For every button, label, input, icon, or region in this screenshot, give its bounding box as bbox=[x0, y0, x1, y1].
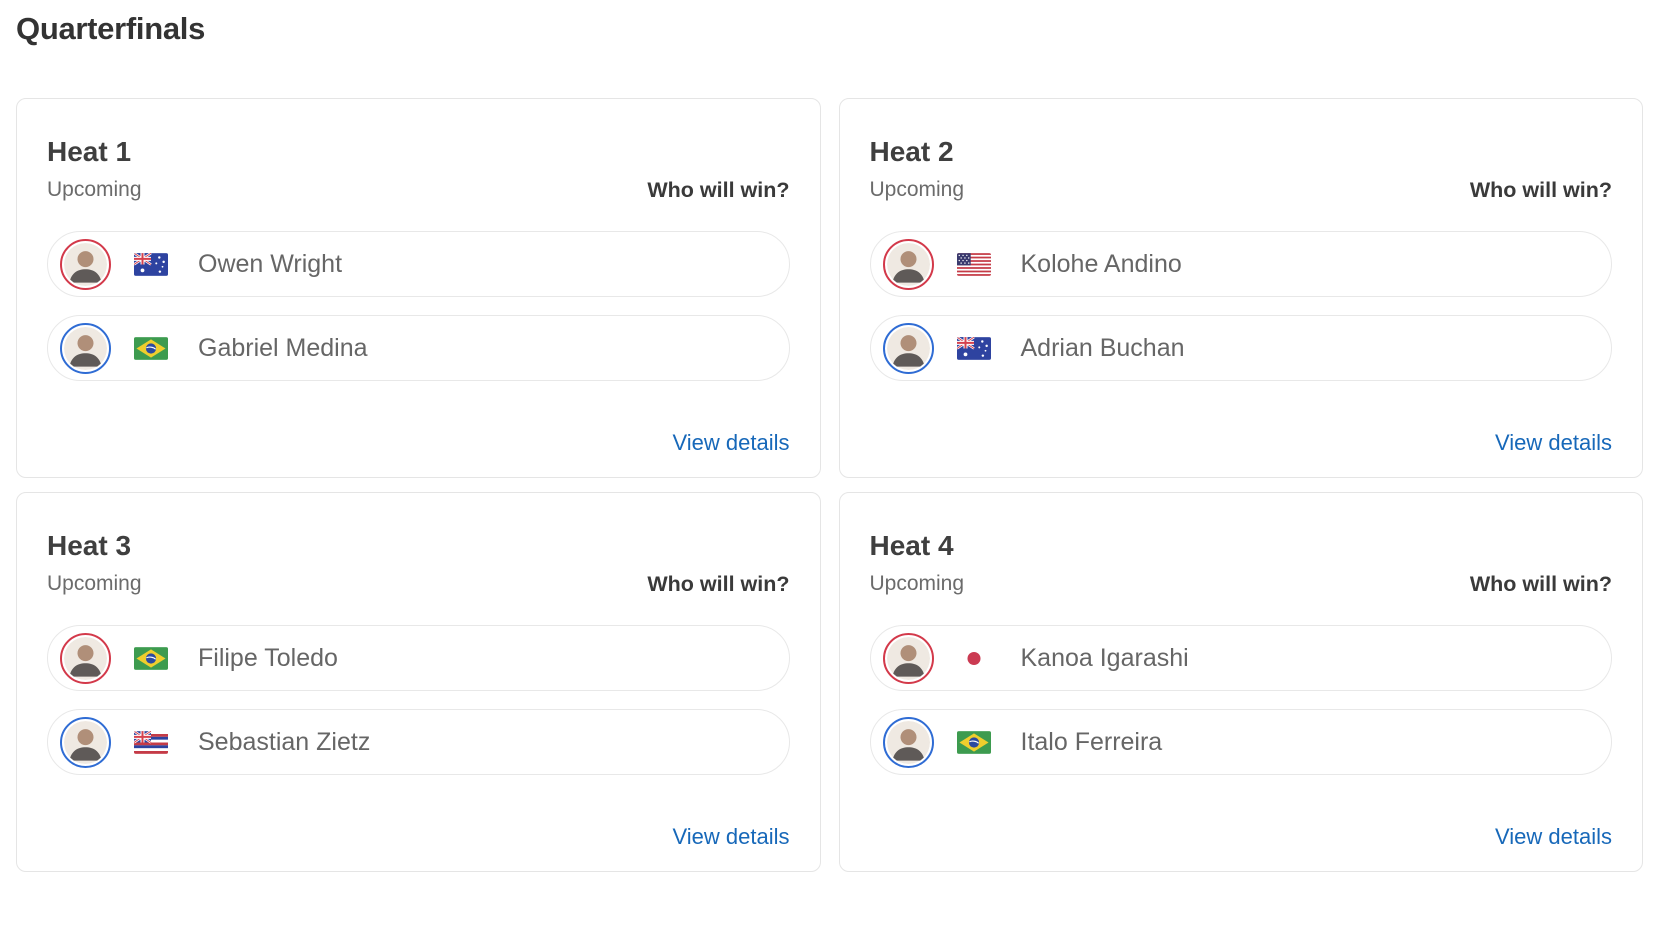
player-avatar bbox=[60, 632, 111, 684]
view-details-link[interactable]: View details bbox=[672, 430, 790, 455]
player-option[interactable]: Owen Wright bbox=[47, 231, 790, 297]
player-avatar bbox=[882, 632, 934, 684]
card-footer: View details bbox=[870, 407, 1612, 457]
player-avatar bbox=[882, 238, 934, 290]
japan-flag-icon bbox=[956, 646, 991, 670]
heat-status: Upcoming bbox=[47, 178, 142, 201]
heat-question: Who will win? bbox=[1469, 178, 1612, 202]
heat-title: Heat 2 bbox=[869, 136, 954, 167]
player-avatar bbox=[882, 322, 934, 374]
view-details-link[interactable]: View details bbox=[672, 824, 790, 849]
player-option[interactable]: Kolohe Andino bbox=[869, 231, 1612, 297]
hawaii-flag-icon bbox=[134, 731, 168, 754]
view-details-link[interactable]: View details bbox=[1495, 430, 1612, 455]
australia-flag-icon bbox=[134, 253, 168, 276]
heat-card-1: Heat 1 Upcoming Who will win? Owen Wrigh… bbox=[16, 98, 821, 478]
quarterfinals-page: Quarterfinals Heat 1 Upcoming Who will w… bbox=[0, 10, 1658, 946]
heats-grid: Heat 1 Upcoming Who will win? Owen Wrigh… bbox=[16, 98, 1643, 872]
player-name: Kanoa Igarashi bbox=[1020, 644, 1189, 672]
player-option[interactable]: Italo Ferreira bbox=[869, 709, 1612, 775]
players-list: Kanoa Igarashi Italo Ferreira bbox=[869, 625, 1612, 775]
brazil-flag-icon bbox=[134, 646, 168, 670]
brazil-flag-icon bbox=[134, 336, 168, 360]
heat-header: Heat 1 Upcoming Who will win? bbox=[47, 135, 790, 203]
heat-header: Heat 4 Upcoming Who will win? bbox=[870, 529, 1613, 597]
page-title: Quarterfinals bbox=[16, 11, 206, 46]
heat-question: Who will win? bbox=[647, 572, 790, 596]
heat-card-4: Heat 4 Upcoming Who will win? Kanoa Igar… bbox=[838, 492, 1643, 872]
heat-question: Who will win? bbox=[1469, 572, 1612, 596]
player-option[interactable]: Sebastian Zietz bbox=[47, 709, 790, 775]
player-avatar bbox=[60, 716, 111, 768]
players-list: Owen Wright Gabriel Medina bbox=[47, 231, 790, 381]
heat-header: Heat 2 Upcoming Who will win? bbox=[870, 135, 1613, 203]
players-list: Filipe Toledo Sebastian Zietz bbox=[47, 625, 790, 775]
heat-header: Heat 3 Upcoming Who will win? bbox=[47, 529, 790, 597]
heat-title: Heat 3 bbox=[47, 530, 132, 561]
player-avatar bbox=[60, 238, 111, 290]
heat-question: Who will win? bbox=[647, 178, 790, 202]
view-details-link[interactable]: View details bbox=[1495, 824, 1612, 849]
player-option[interactable]: Adrian Buchan bbox=[869, 315, 1612, 381]
heat-card-2: Heat 2 Upcoming Who will win? Kolohe And… bbox=[838, 98, 1643, 478]
card-footer: View details bbox=[47, 801, 790, 851]
player-name: Owen Wright bbox=[198, 250, 343, 278]
players-list: Kolohe Andino Adrian Buchan bbox=[869, 231, 1612, 381]
player-name: Kolohe Andino bbox=[1020, 250, 1182, 278]
player-name: Italo Ferreira bbox=[1020, 728, 1163, 756]
player-name: Filipe Toledo bbox=[198, 644, 338, 672]
heat-title: Heat 4 bbox=[869, 530, 954, 561]
heat-status: Upcoming bbox=[869, 178, 965, 201]
card-footer: View details bbox=[870, 801, 1612, 851]
australia-flag-icon bbox=[957, 337, 991, 360]
usa-flag-icon bbox=[956, 252, 991, 276]
player-name: Adrian Buchan bbox=[1020, 334, 1185, 362]
heat-card-3: Heat 3 Upcoming Who will win? Filipe Tol… bbox=[16, 492, 821, 872]
player-option[interactable]: Gabriel Medina bbox=[47, 315, 790, 381]
heat-status: Upcoming bbox=[869, 572, 965, 595]
player-avatar bbox=[882, 716, 934, 768]
heat-title: Heat 1 bbox=[47, 136, 132, 167]
brazil-flag-icon bbox=[956, 730, 991, 754]
player-name: Sebastian Zietz bbox=[198, 728, 371, 756]
card-footer: View details bbox=[47, 407, 790, 457]
heat-status: Upcoming bbox=[47, 572, 142, 595]
player-option[interactable]: Kanoa Igarashi bbox=[869, 625, 1612, 691]
player-name: Gabriel Medina bbox=[198, 334, 368, 362]
player-option[interactable]: Filipe Toledo bbox=[47, 625, 790, 691]
player-avatar bbox=[60, 322, 111, 374]
